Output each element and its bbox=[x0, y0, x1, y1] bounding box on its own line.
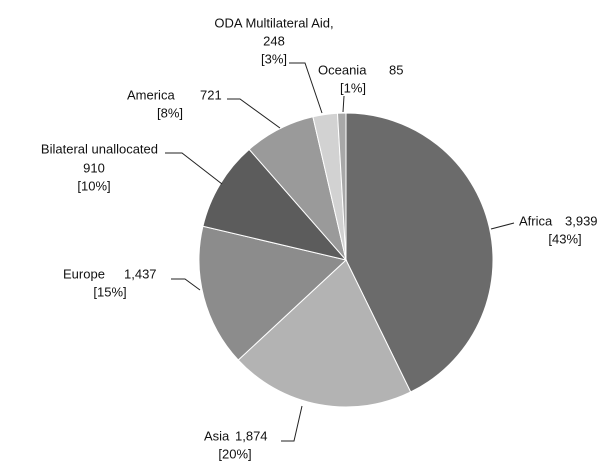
slice-label-percent: [15%] bbox=[93, 284, 126, 299]
slice-label-name: Oceania bbox=[318, 62, 367, 77]
slice-label-percent: [10%] bbox=[77, 178, 110, 193]
pie-slice bbox=[198, 225, 348, 361]
leader-line bbox=[165, 152, 223, 185]
leader-line bbox=[490, 222, 515, 230]
slice-label-value: 910 bbox=[83, 160, 105, 175]
slice-label-percent: [8%] bbox=[157, 105, 183, 120]
slice-label-name: ODA Multilateral Aid, bbox=[214, 15, 333, 30]
leader-line bbox=[342, 95, 345, 113]
slice-label-name: America bbox=[127, 87, 175, 102]
leader-line bbox=[227, 98, 281, 129]
leader-line bbox=[289, 62, 323, 114]
slice-label-value: 248 bbox=[263, 33, 285, 48]
slice-label-percent: [43%] bbox=[548, 231, 581, 246]
slice-label-value: 721 bbox=[200, 87, 222, 102]
slice-label-value: 1,874 bbox=[235, 428, 268, 443]
slice-label-name: Africa bbox=[519, 213, 553, 228]
slice-label-value: 1,437 bbox=[124, 266, 157, 281]
pie-slice bbox=[345, 112, 494, 393]
slice-label-name: Europe bbox=[63, 266, 105, 281]
slice-label-value: 3,939 bbox=[565, 213, 598, 228]
slice-label-value: 85 bbox=[389, 62, 403, 77]
leader-line bbox=[171, 278, 201, 291]
slice-label-percent: [20%] bbox=[218, 446, 251, 461]
pie-slice bbox=[336, 112, 347, 261]
leader-line bbox=[281, 405, 303, 442]
pie-slice bbox=[202, 148, 348, 261]
pie-slice bbox=[237, 259, 412, 408]
slice-label-percent: [1%] bbox=[340, 80, 366, 95]
slice-label-percent: [3%] bbox=[261, 51, 287, 66]
slice-label-name: Bilateral unallocated bbox=[41, 141, 158, 156]
slice-label-name: Asia bbox=[204, 428, 230, 443]
